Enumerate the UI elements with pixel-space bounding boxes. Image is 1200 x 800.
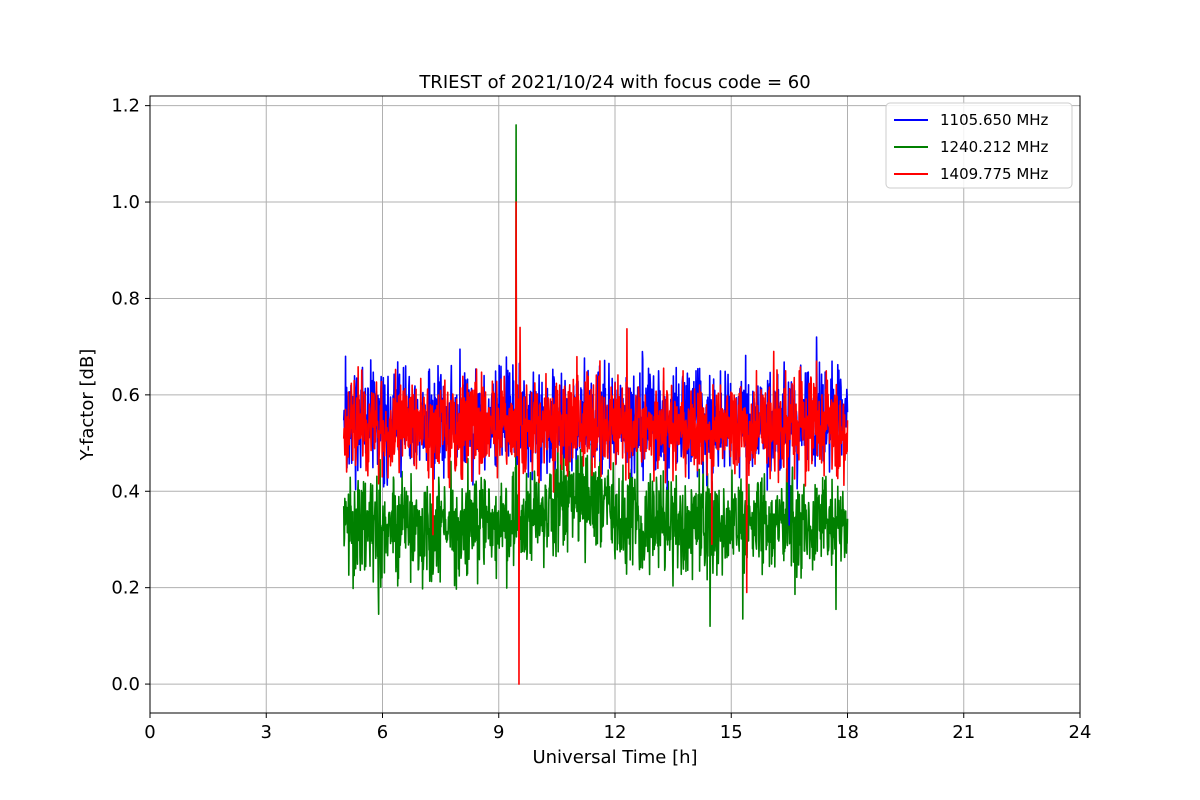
series-layer [342,124,849,685]
y-tick-label: 0.8 [111,288,140,309]
series-line [342,201,849,685]
x-tick-label: 9 [493,722,504,743]
x-axis-label: Universal Time [h] [532,747,697,768]
y-tick-label: 1.2 [111,96,140,117]
y-tick-label: 0.2 [111,578,140,599]
x-tick-label: 0 [144,722,155,743]
x-tick-label: 12 [604,722,627,743]
y-tick-label: 1.0 [111,192,140,213]
x-tick-label: 3 [261,722,272,743]
x-tick-label: 15 [720,722,743,743]
x-tick-label: 6 [377,722,388,743]
y-tick-label: 0.4 [111,481,140,502]
x-tick-label: 24 [1069,722,1092,743]
y-tick-label: 0.0 [111,674,140,695]
legend-entry: 1409.775 MHz [940,165,1049,183]
legend-entry: 1105.650 MHz [940,111,1049,129]
series-line [342,124,849,628]
x-tick-label: 18 [836,722,859,743]
ticks: 0 3 6 9 12 15 18 21 24 0.0 0.2 0.4 0.6 0.8 1.0 1.2 [111,96,1091,743]
legend: 1105.650 MHz 1240.212 MHz 1409.775 MHz [885,102,1073,189]
legend-entry: 1240.212 MHz [940,138,1049,156]
y-tick-label: 0.6 [111,385,140,406]
chart-title: TRIEST of 2021/10/24 with focus code = 6… [418,72,810,93]
legend-box [885,102,1073,189]
x-tick-label: 21 [952,722,975,743]
y-axis-label: Y-factor [dB] [77,349,98,462]
